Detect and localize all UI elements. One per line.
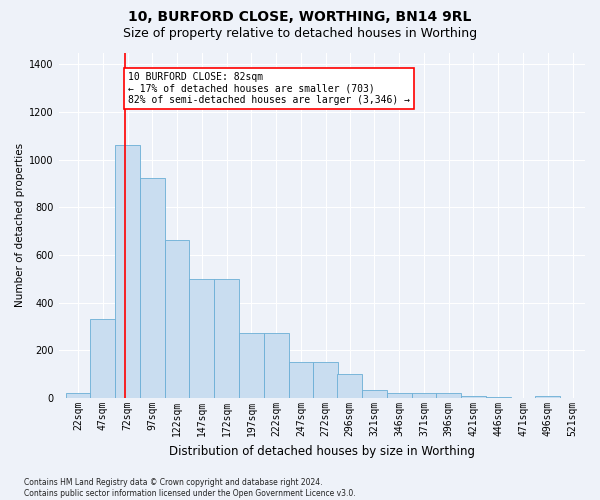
Bar (239, 332, 264, 398)
Bar (461, 396, 486, 398)
Bar (362, 390, 387, 398)
Bar (387, 394, 412, 398)
Text: Contains HM Land Registry data © Crown copyright and database right 2024.
Contai: Contains HM Land Registry data © Crown c… (24, 478, 356, 498)
Bar (115, 146, 140, 398)
Bar (190, 279, 214, 398)
Bar (91, 320, 115, 398)
Bar (337, 374, 362, 398)
Text: Size of property relative to detached houses in Worthing: Size of property relative to detached ho… (123, 28, 477, 40)
Y-axis label: Number of detached properties: Number of detached properties (15, 144, 25, 308)
Bar (65, 394, 91, 398)
Text: 10, BURFORD CLOSE, WORTHING, BN14 9RL: 10, BURFORD CLOSE, WORTHING, BN14 9RL (128, 10, 472, 24)
Bar (165, 240, 190, 398)
Bar (412, 394, 436, 398)
Bar (264, 332, 289, 398)
Text: 10 BURFORD CLOSE: 82sqm
← 17% of detached houses are smaller (703)
82% of semi-d: 10 BURFORD CLOSE: 82sqm ← 17% of detache… (128, 72, 410, 105)
Bar (140, 178, 165, 398)
Bar (486, 397, 511, 398)
Bar (535, 396, 560, 398)
Bar (436, 394, 461, 398)
Bar (214, 279, 239, 398)
Bar (289, 362, 313, 398)
X-axis label: Distribution of detached houses by size in Worthing: Distribution of detached houses by size … (169, 444, 475, 458)
Bar (313, 362, 338, 398)
